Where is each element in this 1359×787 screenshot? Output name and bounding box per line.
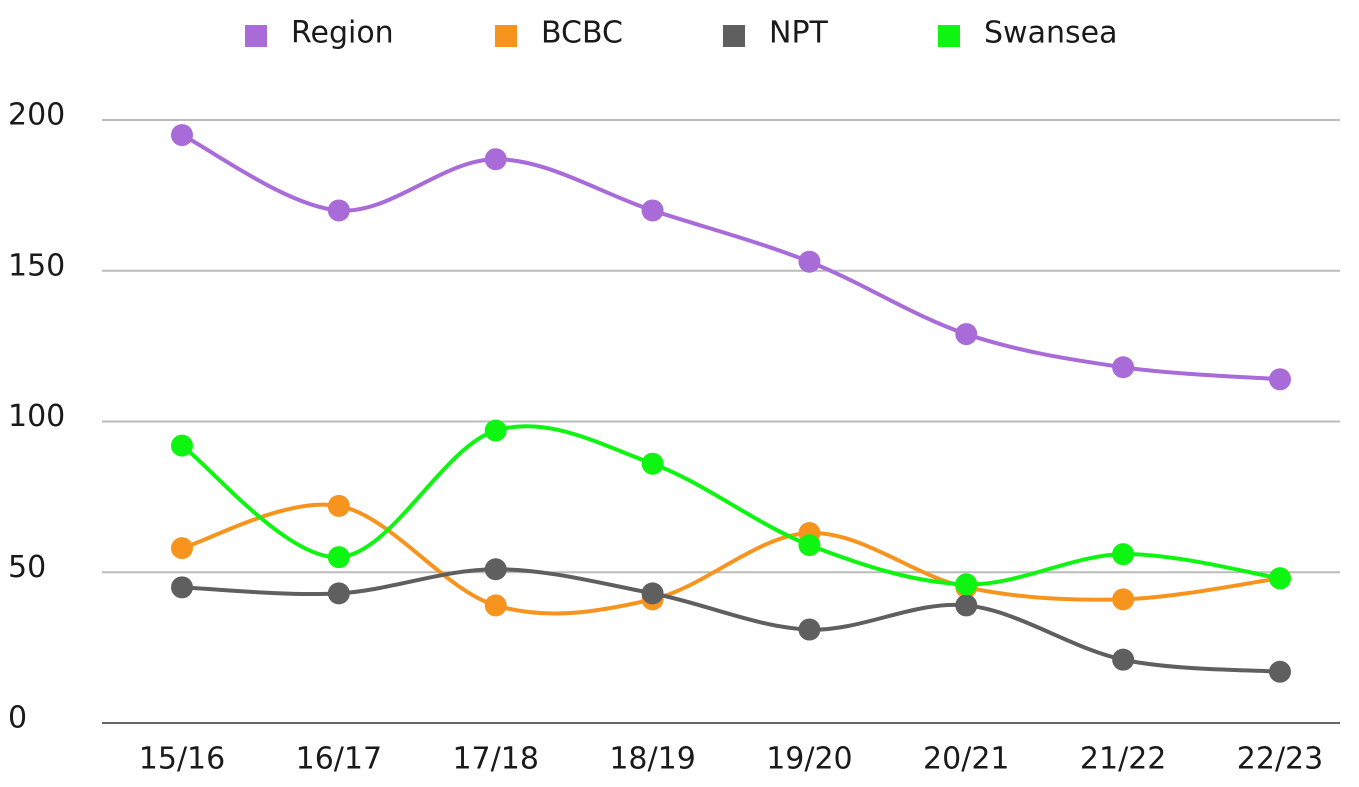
legend-label: Swansea <box>984 16 1117 51</box>
x-tick-label: 21/22 <box>1080 742 1166 777</box>
series-line <box>181 133 1281 382</box>
x-tick-label: 19/20 <box>766 742 852 777</box>
y-tick-label: 150 <box>8 248 65 283</box>
data-point <box>955 594 978 617</box>
data-point <box>171 537 193 560</box>
data-point <box>641 582 664 605</box>
legend-label: Region <box>291 16 394 51</box>
legend-swatch <box>245 25 267 47</box>
data-point <box>1269 660 1291 683</box>
legend-label: BCBC <box>541 16 623 51</box>
data-point <box>955 573 978 596</box>
data-point <box>171 576 193 599</box>
data-point <box>1112 356 1135 379</box>
data-point <box>327 546 350 569</box>
data-point <box>171 124 193 147</box>
data-point <box>171 434 193 457</box>
x-tick-label: 20/21 <box>923 742 1009 777</box>
x-tick-label: 22/23 <box>1237 742 1323 777</box>
x-tick-label: 15/16 <box>139 742 225 777</box>
y-tick-label: 100 <box>8 399 65 434</box>
data-point <box>484 594 507 617</box>
y-tick-label: 0 <box>8 701 27 736</box>
legend-swatch <box>495 25 517 47</box>
data-point <box>484 558 507 581</box>
y-tick-label: 50 <box>8 550 46 585</box>
data-point <box>327 494 350 517</box>
data-point <box>327 582 350 605</box>
legend-swatch <box>723 25 745 47</box>
data-point <box>641 452 664 475</box>
data-point <box>798 618 821 641</box>
data-point <box>641 199 664 222</box>
series-line <box>181 502 1281 616</box>
data-point <box>798 534 821 557</box>
legend-swatch <box>938 25 960 47</box>
data-point <box>1112 648 1135 671</box>
series-line <box>181 567 1281 674</box>
y-tick-label: 200 <box>8 98 65 133</box>
data-point <box>798 250 821 273</box>
data-point <box>1112 543 1135 566</box>
data-point <box>484 419 507 442</box>
legend-label: NPT <box>769 16 829 51</box>
data-point <box>1269 368 1291 391</box>
x-tick-label: 18/19 <box>609 742 695 777</box>
data-point <box>1269 567 1291 590</box>
data-point <box>955 323 978 346</box>
x-tick-label: 17/18 <box>452 742 538 777</box>
x-tick-label: 16/17 <box>296 742 382 777</box>
data-point <box>1112 588 1135 611</box>
data-point <box>327 199 350 222</box>
data-point <box>484 148 507 171</box>
